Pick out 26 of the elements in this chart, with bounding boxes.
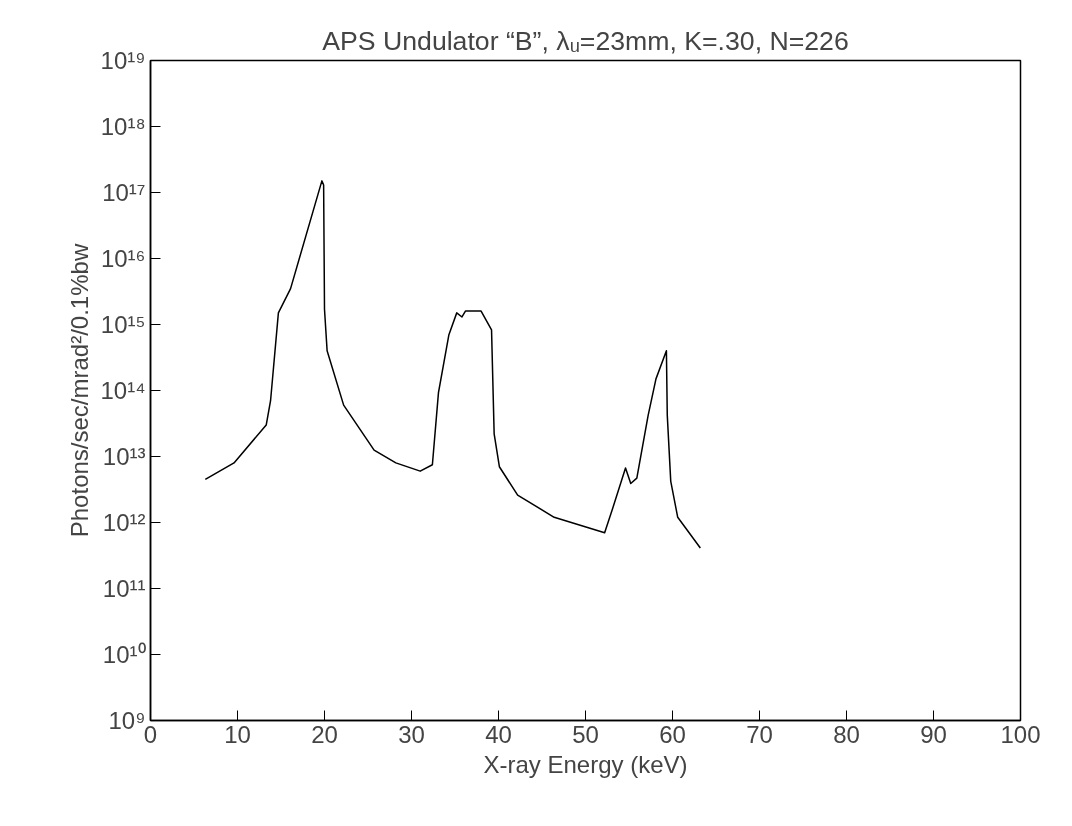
y-tick-label: 10¹² xyxy=(102,509,146,536)
y-tick-label: 10¹⁴ xyxy=(100,377,146,404)
y-tick-label: 10¹⁹ xyxy=(100,47,146,74)
chart-title: APS Undulator “B”, λᵤ=23mm, K=.30, N=226 xyxy=(322,25,849,56)
x-tick-label: 10 xyxy=(224,720,251,748)
y-axis-title: Photons/sec/mrad²/0.1%bw xyxy=(65,243,93,538)
y-tick-label: 10¹⁵ xyxy=(100,311,146,338)
y-tick-label: 10⁹ xyxy=(108,707,146,734)
y-tick-label: 10¹⁰ xyxy=(102,641,146,668)
x-tick-label: 70 xyxy=(746,720,773,748)
y-tick-label: 10¹⁷ xyxy=(102,179,146,206)
x-axis-title: X-ray Energy (keV) xyxy=(483,750,688,778)
x-tick-label: 40 xyxy=(485,720,512,748)
y-tick-label: 10¹³ xyxy=(102,443,146,470)
line-series xyxy=(204,180,702,549)
y-tick-label: 10¹¹ xyxy=(102,575,146,602)
y-tick-label: 10¹⁸ xyxy=(100,113,146,140)
x-tick-label: 20 xyxy=(311,720,338,748)
x-tick-label: 90 xyxy=(920,720,947,748)
x-tick-label: 60 xyxy=(659,720,686,748)
x-tick-label: 30 xyxy=(398,720,425,748)
y-tick-label: 10¹⁶ xyxy=(100,245,146,272)
x-tick-label: 50 xyxy=(572,720,599,748)
x-tick-label: 80 xyxy=(833,720,860,748)
x-tick-label: 100 xyxy=(1000,720,1041,748)
x-tick-label: 0 xyxy=(143,720,158,748)
